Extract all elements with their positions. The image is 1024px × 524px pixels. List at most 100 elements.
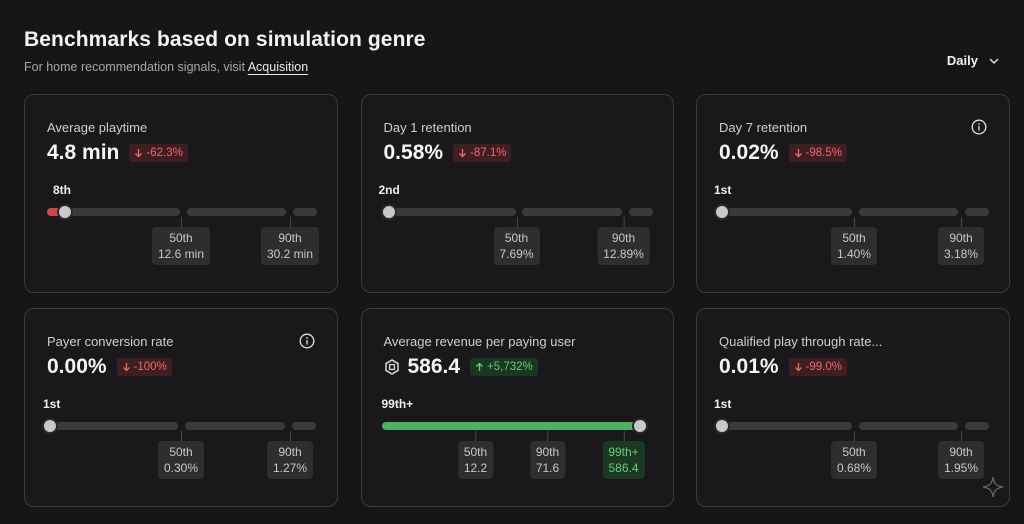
metric-value: 0.00% [47,355,107,378]
track-fill [47,208,65,216]
marker-value: 71.6 [535,461,560,475]
marker-label: 50th [842,231,866,245]
card-label: Average playtime [47,120,148,135]
page-subtitle: For home recommendation signals, visit A… [24,60,308,74]
rank-label: 1st [714,183,732,197]
track-segment-low [47,422,178,430]
marker-50th: 50th 7.69% [493,217,540,265]
arrow-down-icon [122,363,130,372]
subtitle-text: For home recommendation signals, visit [24,60,248,74]
metric-value: 586.4 [407,355,461,378]
marker-value: 0.30% [163,461,199,475]
metric-value: 0.01% [719,355,779,378]
marker-label: 90th [535,445,560,459]
percentile-knob [380,204,397,220]
value-row: 0.01% -99.0% [719,355,847,379]
track-segment-mid [187,208,286,216]
track-segment-low [47,208,180,216]
delta-badge: -99.0% [788,358,847,376]
benchmark-card-average-playtime[interactable]: Average playtime 4.8 min -62.3% 8th 50th… [24,94,338,293]
benchmark-card-payer-conversion[interactable]: Payer conversion rate 0.00% -100% 1st 50… [24,308,338,507]
track-segment-high [292,422,316,430]
robux-icon [384,359,399,375]
track-segment-low [719,422,852,430]
delta-badge: -87.1% [453,144,512,162]
marker-label: 90th [949,231,973,245]
marker-value: 586.4 [608,461,639,475]
benchmark-card-day1-retention[interactable]: Day 1 retention 0.58% -87.1% 2nd 50th 7.… [360,94,674,293]
benchmark-grid: Average playtime 4.8 min -62.3% 8th 50th… [24,94,1010,507]
delta-value: -87.1% [470,147,507,159]
marker-50th: 50th 12.6 min [151,217,211,265]
marker-label: 90th [278,445,302,459]
track-segment-mid [859,422,958,430]
card-label: Average revenue per paying user [383,334,576,349]
track-segment-high [965,208,989,216]
track-fill [381,422,641,430]
percentile-knob [631,418,648,434]
delta-value: +5,732% [487,361,533,373]
delta-badge: +5,732% [470,358,538,376]
metric-value: 0.58% [383,141,444,164]
arrow-down-icon [794,149,802,158]
marker-90th: 90th 3.18% [937,217,985,265]
marker-value: 7.69% [499,247,534,261]
percentile-knob [57,204,73,220]
delta-value: -62.3% [146,147,183,159]
percentile-track [42,418,317,434]
marker-value: 12.89% [603,247,644,261]
benchmark-card-arppu[interactable]: Average revenue per paying user 586.4 +5… [360,308,674,507]
card-label: Payer conversion rate [47,334,174,349]
arrow-down-icon [794,363,802,372]
marker-label: 50th [504,231,529,245]
percentile-track [47,204,317,220]
marker-value: 30.2 min [266,247,314,261]
marker-label: 99th+ [608,445,639,459]
benchmark-card-day7-retention[interactable]: Day 7 retention 0.02% -98.5% 1st 50th 1.… [696,94,1010,293]
marker-99th-plus: 99th+ 586.4 [602,431,645,479]
acquisition-link[interactable]: Acquisition [247,60,309,74]
percentile-track [714,204,989,220]
card-label: Qualified play through rate... [719,334,883,349]
info-icon[interactable] [971,119,987,135]
marker-50th: 50th 12.2 [457,431,494,479]
info-icon[interactable] [299,333,315,349]
delta-value: -100% [133,361,167,373]
track-segment-high [628,208,653,216]
track-segment-high [293,208,317,216]
marker-90th: 90th 1.27% [266,431,314,479]
marker-label: 90th [949,445,973,459]
value-row: 0.02% -98.5% [719,141,847,165]
marker-value: 1.27% [272,461,308,475]
period-label: Daily [946,53,978,68]
page-title: Benchmarks based on simulation genre [24,28,426,51]
arrow-up-icon [476,362,484,371]
metric-value: 0.02% [719,141,779,164]
track-segment-mid [521,208,622,216]
percentile-track [380,204,654,220]
marker-label: 50th [463,445,488,459]
track-segment-high [965,422,989,430]
track-segment-mid [859,208,958,216]
period-dropdown[interactable]: Daily [947,53,1000,68]
benchmark-card-qualified-play-through[interactable]: Qualified play through rate... 0.01% -99… [696,308,1010,507]
percentile-track [381,418,648,434]
track-segment-low [719,208,852,216]
percentile-track [714,418,989,434]
rank-label: 99th+ [381,397,414,411]
marker-label: 90th [611,231,636,245]
marker-90th: 90th 1.95% [937,431,985,479]
chevron-down-icon [989,58,999,64]
track-segment-low [383,208,516,216]
delta-badge: -98.5% [788,144,847,162]
value-row: 0.00% -100% [47,355,172,379]
marker-value: 3.18% [943,247,979,261]
track-segment-mid [185,422,285,430]
value-row: 0.58% -87.1% [384,141,512,165]
percentile-knob [714,204,730,220]
percentile-knob [42,418,58,434]
rank-label: 1st [714,397,732,411]
marker-value: 12.6 min [157,247,205,261]
marker-90th: 90th 12.89% [597,217,650,265]
marker-value: 1.95% [943,461,979,475]
